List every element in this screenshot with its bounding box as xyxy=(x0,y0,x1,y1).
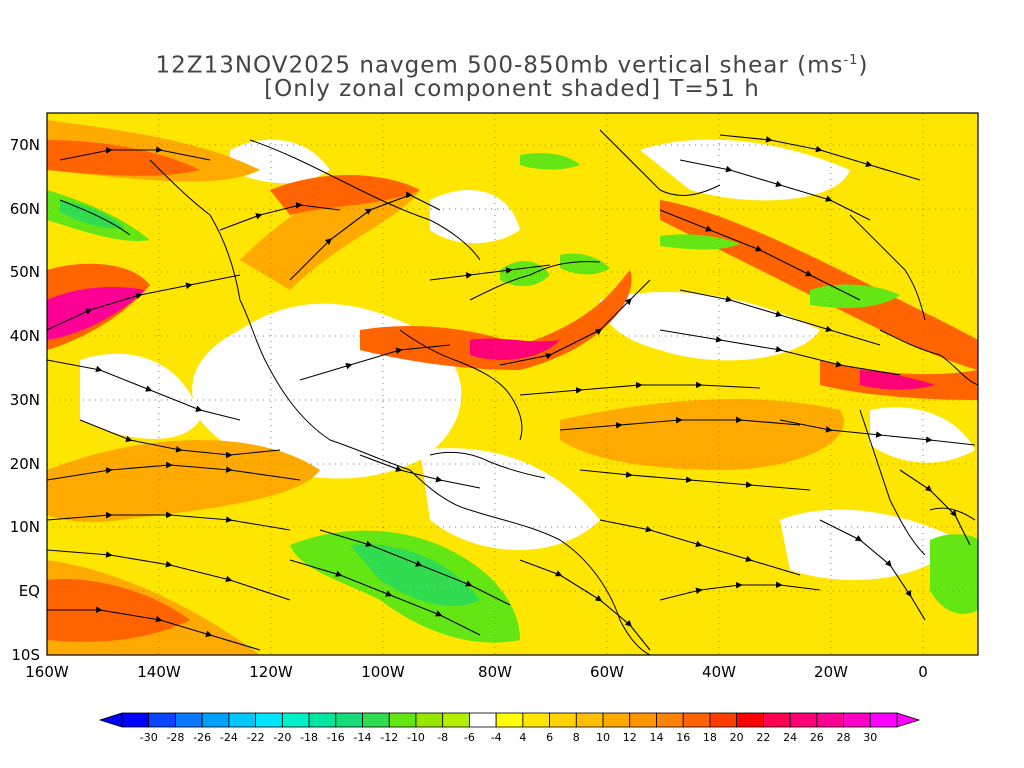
colorbar-swatch xyxy=(575,712,604,728)
colorbar-label: -10 xyxy=(407,731,425,744)
lat-label: EQ xyxy=(19,582,40,600)
lon-label: 60W xyxy=(590,663,624,681)
shading-layer xyxy=(47,113,978,655)
colorbar-label: 10 xyxy=(596,731,610,744)
colorbar-swatch xyxy=(682,712,711,728)
colorbar-label: 14 xyxy=(649,731,663,744)
colorbar-label: -26 xyxy=(193,731,211,744)
colorbar-swatch xyxy=(255,712,283,728)
lat-label: 40N xyxy=(10,327,40,345)
lon-label: 120W xyxy=(249,663,293,681)
colorbar-label: 28 xyxy=(837,731,851,744)
colorbar-label: -24 xyxy=(220,731,238,744)
colorbar-swatch xyxy=(709,712,738,728)
colorbar-label: -8 xyxy=(437,731,448,744)
lon-label: 160W xyxy=(25,663,69,681)
colorbar-label: -20 xyxy=(273,731,291,744)
colorbar-label: -22 xyxy=(247,731,265,744)
colorbar-label: -12 xyxy=(380,731,398,744)
colorbar-label: 16 xyxy=(676,731,690,744)
lat-label: 20N xyxy=(10,455,40,473)
colorbar-label: -18 xyxy=(300,731,318,744)
lon-label: 0 xyxy=(918,663,928,681)
longitude-labels: 160W 140W 120W 100W 80W 60W 40W 20W 0 xyxy=(25,663,928,681)
colorbar-swatch xyxy=(602,712,631,728)
colorbar-swatch xyxy=(522,712,550,728)
lon-label: 40W xyxy=(702,663,736,681)
colorbar: -30 -28 -26 -24 -22 -20 -18 -16 -14 -12 -10 -8 -6 -4 4… xyxy=(98,712,921,744)
colorbar-label: 26 xyxy=(810,731,824,744)
colorbar-label: -4 xyxy=(491,731,502,744)
colorbar-label: 20 xyxy=(730,731,744,744)
lat-label: 50N xyxy=(10,263,40,281)
colorbar-label: -14 xyxy=(354,731,372,744)
colorbar-swatch xyxy=(442,712,470,728)
lon-label: 100W xyxy=(361,663,405,681)
colorbar-swatch xyxy=(335,712,363,728)
lat-label: 70N xyxy=(10,136,40,154)
map-title-line-1: 12Z13NOV2025 navgem 500-850mb vertical s… xyxy=(155,52,869,79)
lat-label: 10N xyxy=(10,518,40,536)
colorbar-label: 18 xyxy=(703,731,717,744)
colorbar-swatch xyxy=(869,712,898,728)
colorbar-swatch xyxy=(469,712,497,728)
colorbar-swatch xyxy=(175,712,203,728)
lat-label: 30N xyxy=(10,391,40,409)
map-title-line-2: [Only zonal component shaded] T=51 h xyxy=(264,76,760,102)
colorbar-label: 22 xyxy=(756,731,770,744)
colorbar-label: 12 xyxy=(623,731,637,744)
colorbar-right-arrow xyxy=(896,712,921,728)
lon-label: 140W xyxy=(137,663,181,681)
colorbar-label: 6 xyxy=(546,731,553,744)
colorbar-swatch xyxy=(843,712,871,728)
colorbar-swatch xyxy=(762,712,791,728)
colorbar-label: 8 xyxy=(573,731,580,744)
colorbar-swatch xyxy=(228,712,257,728)
colorbar-swatch xyxy=(789,712,818,728)
colorbar-left-arrow xyxy=(98,712,123,728)
colorbar-swatch xyxy=(495,712,524,728)
colorbar-swatch xyxy=(415,712,444,728)
colorbar-swatch xyxy=(121,712,150,728)
colorbar-label: -28 xyxy=(166,731,184,744)
colorbar-swatch xyxy=(656,712,684,728)
colorbar-swatch xyxy=(388,712,417,728)
colorbar-swatch xyxy=(281,712,310,728)
colorbar-swatch xyxy=(148,712,176,728)
colorbar-swatch xyxy=(362,712,390,728)
latitude-labels: 70N 60N 50N 40N 30N 20N 10N EQ 10S xyxy=(10,136,40,664)
colorbar-label: 4 xyxy=(519,731,526,744)
colorbar-label: -16 xyxy=(327,731,345,744)
lon-label: 80W xyxy=(478,663,512,681)
lon-label: 20W xyxy=(814,663,848,681)
colorbar-swatch xyxy=(549,712,577,728)
colorbar-label: 30 xyxy=(863,731,877,744)
colorbar-swatch xyxy=(816,712,844,728)
colorbar-label: -30 xyxy=(140,731,158,744)
streamlines xyxy=(47,134,976,651)
colorbar-label: 24 xyxy=(783,731,797,744)
lat-label: 10S xyxy=(11,646,40,664)
colorbar-swatch xyxy=(736,712,764,728)
colorbar-swatch xyxy=(308,712,337,728)
map-frame xyxy=(46,112,979,656)
colorbar-swatch xyxy=(629,712,657,728)
colorbar-swatch xyxy=(201,712,230,728)
colorbar-label: -6 xyxy=(464,731,475,744)
lat-label: 60N xyxy=(10,200,40,218)
